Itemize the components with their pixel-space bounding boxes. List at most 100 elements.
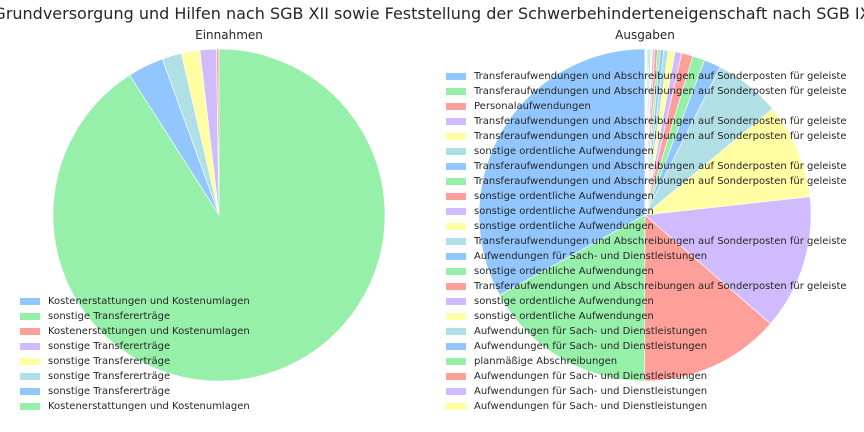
- legend-swatch: [446, 328, 466, 335]
- legend-swatch: [446, 103, 466, 110]
- legend-label: Aufwendungen für Sach- und Dienstleistun…: [474, 386, 708, 397]
- pie-slice-1-4: [644, 108, 811, 216]
- legend-swatch: [446, 283, 466, 290]
- legend-item-1-14: Transferaufwendungen und Abschreibungen …: [446, 279, 847, 294]
- legend-label: Transferaufwendungen und Abschreibungen …: [474, 161, 847, 172]
- legend-label: sonstige ordentliche Aufwendungen: [474, 266, 654, 277]
- legend-swatch: [446, 193, 466, 200]
- legend-label: sonstige ordentliche Aufwendungen: [474, 296, 654, 307]
- legend-item-1-15: sonstige ordentliche Aufwendungen: [446, 294, 847, 309]
- legend-item-1-18: Aufwendungen für Sach- und Dienstleistun…: [446, 339, 847, 354]
- legend-label: sonstige Transfererträge: [48, 371, 171, 382]
- legend-item-1-7: Transferaufwendungen und Abschreibungen …: [446, 174, 847, 189]
- legend-swatch: [446, 88, 466, 95]
- legend-item-0-3: sonstige Transfererträge: [20, 339, 250, 354]
- pie-slice-1-2: [644, 214, 771, 382]
- legend-label: Kostenerstattungen und Kostenumlagen: [48, 296, 250, 307]
- legend-label: sonstige ordentliche Aufwendungen: [474, 191, 654, 202]
- legend-item-0-1: sonstige Transfererträge: [20, 309, 250, 324]
- right-chart-title: Ausgaben: [615, 28, 675, 42]
- legend-item-1-13: sonstige ordentliche Aufwendungen: [446, 264, 847, 279]
- legend-label: Personalaufwendungen: [474, 101, 591, 112]
- legend-swatch: [446, 313, 466, 320]
- pie-slice-1-1: [499, 214, 646, 382]
- legend-swatch: [446, 343, 466, 350]
- legend-item-1-5: sonstige ordentliche Aufwendungen: [446, 144, 847, 159]
- legend-swatch: [446, 118, 466, 125]
- legend-label: sonstige ordentliche Aufwendungen: [474, 221, 654, 232]
- income-legend: Kostenerstattungen und Kostenumlagen sons…: [20, 294, 250, 414]
- legend-swatch: [20, 373, 40, 380]
- legend-item-1-19: planmäßige Abschreibungen: [446, 354, 847, 369]
- legend-label: sonstige Transfererträge: [48, 311, 171, 322]
- legend-item-0-2: Kostenerstattungen und Kostenumlagen: [20, 324, 250, 339]
- pie-slice-1-3: [644, 196, 812, 325]
- legend-item-0-5: sonstige Transfererträge: [20, 369, 250, 384]
- legend-item-1-9: sonstige ordentliche Aufwendungen: [446, 204, 847, 219]
- legend-swatch: [446, 238, 466, 245]
- legend-swatch: [446, 223, 466, 230]
- legend-label: Transferaufwendungen und Abschreibungen …: [474, 86, 847, 97]
- legend-swatch: [446, 268, 466, 275]
- left-chart-title: Einnahmen: [195, 28, 263, 42]
- legend-label: Aufwendungen für Sach- und Dienstleistun…: [474, 401, 708, 412]
- legend-item-1-4: Transferaufwendungen und Abschreibungen …: [446, 129, 847, 144]
- legend-item-0-6: sonstige Transfererträge: [20, 384, 250, 399]
- legend-label: sonstige Transfererträge: [48, 386, 171, 397]
- legend-swatch: [446, 133, 466, 140]
- legend-swatch: [20, 403, 40, 410]
- legend-swatch: [20, 328, 40, 335]
- legend-swatch: [20, 388, 40, 395]
- legend-label: sonstige ordentliche Aufwendungen: [474, 311, 654, 322]
- legend-label: Aufwendungen für Sach- und Dienstleistun…: [474, 326, 708, 337]
- legend-item-1-22: Aufwendungen für Sach- und Dienstleistun…: [446, 399, 847, 414]
- legend-label: Transferaufwendungen und Abschreibungen …: [474, 236, 847, 247]
- legend-item-1-16: sonstige ordentliche Aufwendungen: [446, 309, 847, 324]
- legend-swatch: [446, 253, 466, 260]
- legend-label: Transferaufwendungen und Abschreibungen …: [474, 176, 847, 187]
- legend-swatch: [446, 388, 466, 395]
- legend-swatch: [446, 148, 466, 155]
- pie-slice-0-7: [52, 48, 386, 382]
- legend-item-1-12: Aufwendungen für Sach- und Dienstleistun…: [446, 249, 847, 264]
- legend-label: Transferaufwendungen und Abschreibungen …: [474, 131, 847, 142]
- legend-item-1-21: Aufwendungen für Sach- und Dienstleistun…: [446, 384, 847, 399]
- legend-swatch: [446, 403, 466, 410]
- legend-item-1-1: Transferaufwendungen und Abschreibungen …: [446, 84, 847, 99]
- legend-label: Transferaufwendungen und Abschreibungen …: [474, 116, 847, 127]
- legend-label: Aufwendungen für Sach- und Dienstleistun…: [474, 371, 708, 382]
- legend-label: sonstige Transfererträge: [48, 356, 171, 367]
- legend-item-1-2: Personalaufwendungen: [446, 99, 847, 114]
- legend-label: Aufwendungen für Sach- und Dienstleistun…: [474, 341, 708, 352]
- legend-label: sonstige Transfererträge: [48, 341, 171, 352]
- legend-label: Kostenerstattungen und Kostenumlagen: [48, 326, 250, 337]
- legend-item-1-20: Aufwendungen für Sach- und Dienstleistun…: [446, 369, 847, 384]
- legend-label: Aufwendungen für Sach- und Dienstleistun…: [474, 251, 708, 262]
- legend-item-0-4: sonstige Transfererträge: [20, 354, 250, 369]
- figure-title: Grundversorgung und Hilfen nach SGB XII …: [0, 4, 864, 23]
- legend-swatch: [446, 73, 466, 80]
- legend-label: planmäßige Abschreibungen: [474, 356, 618, 367]
- legend-swatch: [446, 298, 466, 305]
- legend-item-1-11: Transferaufwendungen und Abschreibungen …: [446, 234, 847, 249]
- legend-label: Transferaufwendungen und Abschreibungen …: [474, 281, 847, 292]
- legend-item-1-0: Transferaufwendungen und Abschreibungen …: [446, 69, 847, 84]
- legend-item-0-0: Kostenerstattungen und Kostenumlagen: [20, 294, 250, 309]
- legend-swatch: [446, 373, 466, 380]
- legend-swatch: [20, 298, 40, 305]
- expenses-legend: Transferaufwendungen und Abschreibungen …: [446, 69, 847, 414]
- legend-label: Transferaufwendungen und Abschreibungen …: [474, 71, 847, 82]
- legend-item-1-6: Transferaufwendungen und Abschreibungen …: [446, 159, 847, 174]
- legend-item-1-17: Aufwendungen für Sach- und Dienstleistun…: [446, 324, 847, 339]
- legend-label: sonstige ordentliche Aufwendungen: [474, 206, 654, 217]
- legend-swatch: [446, 163, 466, 170]
- legend-item-1-3: Transferaufwendungen und Abschreibungen …: [446, 114, 847, 129]
- legend-swatch: [446, 358, 466, 365]
- legend-swatch: [20, 313, 40, 320]
- legend-item-1-8: sonstige ordentliche Aufwendungen: [446, 189, 847, 204]
- legend-item-0-7: Kostenerstattungen und Kostenumlagen: [20, 399, 250, 414]
- legend-swatch: [446, 208, 466, 215]
- pie-slice-1-0: [478, 48, 646, 296]
